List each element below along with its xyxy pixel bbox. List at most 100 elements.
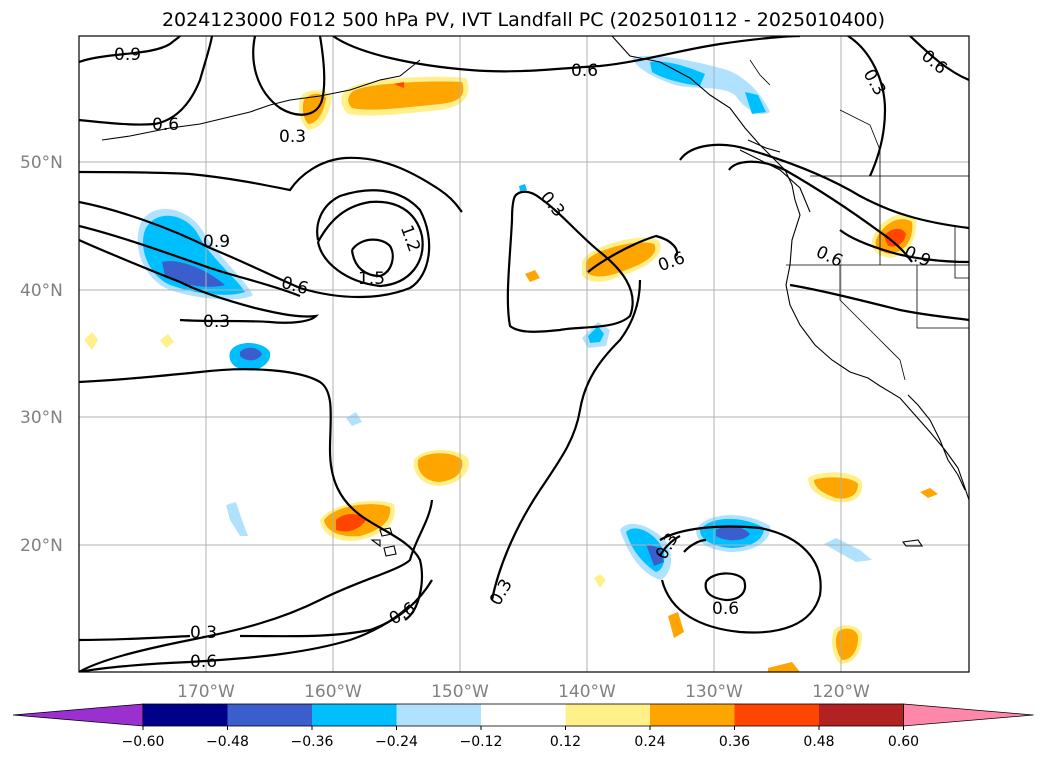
contour-06-ne: [909, 36, 969, 82]
pv-contours: [79, 36, 969, 672]
positive-anomaly-south-3: [768, 662, 800, 672]
contour-06-s: [79, 579, 433, 642]
lon-label-170w: 170°W: [177, 682, 235, 702]
colorbar-segment: [819, 704, 904, 726]
lon-label-160w: 160°W: [304, 682, 362, 702]
contour-06-se: [704, 572, 747, 602]
contour-label-03-sw: 0.3: [190, 623, 217, 643]
positive-anomaly-small-1: [84, 332, 98, 350]
lat-label-30n: 30°N: [20, 408, 63, 428]
colorbar-tick-label: −0.48: [206, 734, 249, 750]
positive-anomaly-south-2: [668, 612, 684, 638]
negative-anomaly-small-2: [346, 412, 362, 426]
colorbar-segment: [227, 704, 313, 726]
lon-label-130w: 130°W: [685, 682, 743, 702]
colorbar-segment: [650, 704, 735, 726]
contour-09-w: [79, 189, 431, 299]
positive-anomaly-center-core: [417, 453, 463, 482]
contour-03-ne: [847, 36, 887, 177]
contour-09-coast-inner: [839, 229, 969, 264]
colorbar-outline: [142, 703, 904, 727]
contour-label-03-aleut: 0.3: [279, 127, 306, 147]
contour-label-06-se: 0.6: [712, 599, 739, 619]
map-area: 0.9 0.6 0.3 0.6 0.3 0.6 0.9 1.2 1.5 0.6 …: [78, 35, 970, 673]
negative-anomaly-alaska-core: [650, 61, 705, 86]
contour-w-inner: [79, 224, 301, 298]
negative-anomaly-se-1-deep: [646, 544, 664, 566]
figure-title: 2024123000 F012 500 hPa PV, IVT Landfall…: [161, 9, 886, 31]
contour-06-coast: [728, 160, 913, 263]
lon-label-120w: 120°W: [812, 682, 870, 702]
contour-label-06-sw: 0.6: [190, 652, 217, 672]
contour-label-09-nw: 0.9: [114, 45, 141, 65]
colorbar-extend-low: [12, 703, 144, 727]
latitude-labels: 50°N 40°N 30°N 20°N: [20, 153, 63, 556]
colorbar-tick-label: 0.12: [550, 734, 581, 750]
graticule: [79, 36, 969, 672]
colorbar-tick-label: 0.60: [888, 734, 919, 750]
contour-03-mid: [506, 190, 634, 333]
colorbar-tick-label: −0.24: [375, 734, 418, 750]
contour-06-w: [79, 156, 463, 213]
colorbar-segment: [734, 704, 820, 726]
negative-anomaly-small-4-core: [588, 326, 604, 343]
negative-anomaly-small-3: [226, 502, 248, 536]
bc-coast: [739, 139, 811, 213]
lat-label-40n: 40°N: [20, 281, 63, 301]
contour-label-06-nw: 0.6: [152, 115, 179, 135]
negative-anomaly-se-3: [824, 538, 872, 562]
contour-label-09-w: 0.9: [203, 232, 230, 252]
colorbar-segment: [396, 704, 482, 726]
colorbar-tick-label: 0.24: [634, 734, 665, 750]
contour-coast-lower: [789, 283, 969, 322]
contour-06-sw: [79, 499, 434, 672]
colorbar: −0.60 −0.48 −0.36 −0.24 −0.12 0.12 0.24 0.36 0.4…: [12, 703, 1034, 750]
colorbar-extend-high: [903, 703, 1034, 727]
contour-12: [316, 200, 424, 288]
colorbar-segment: [312, 704, 397, 726]
colorbar-tick-label: −0.12: [460, 734, 503, 750]
positive-anomaly-aleut-1-deep: [394, 82, 404, 88]
contour-09-nw: [79, 36, 181, 64]
colorbar-tick-label: −0.36: [291, 734, 334, 750]
colorbar-tick-label: 0.48: [803, 734, 834, 750]
contour-06-mid: [587, 234, 679, 273]
contour-03-se: [659, 525, 822, 634]
colorbar-tick-label: −0.60: [122, 734, 165, 750]
contour-09-coast: [679, 143, 969, 230]
positive-anomaly-aleut-2-core: [302, 93, 326, 124]
colorbar-segment: [565, 704, 651, 726]
negative-anomaly-small-1-core: [240, 347, 262, 361]
positive-anomaly-aleut-1-core: [348, 81, 464, 110]
colorbar-segment: [481, 704, 566, 726]
negative-anomaly-se-2-deep: [716, 526, 750, 541]
contour-label-15: 1.5: [358, 269, 385, 289]
lat-label-50n: 50°N: [20, 153, 63, 173]
political-borders: [749, 59, 969, 381]
negative-anomaly-alaska-core-2: [745, 92, 766, 114]
longitude-labels: 170°W 160°W 150°W 140°W 130°W 120°W: [177, 682, 870, 702]
positive-anomaly-mid-core: [586, 242, 656, 277]
lon-label-150w: 150°W: [431, 682, 489, 702]
lat-label-20n: 20°N: [20, 536, 63, 556]
contour-06-nw: [79, 36, 214, 126]
contour-06-top: [332, 36, 801, 73]
positive-anomaly-hawaii-deep: [336, 514, 366, 532]
contour-03-aleut: [252, 36, 326, 116]
positive-anomaly-mid-small: [525, 270, 540, 282]
contour-label-03-w: 0.3: [203, 312, 230, 332]
positive-anomaly-small-2: [160, 334, 174, 348]
positive-anomaly-baja-core: [814, 477, 858, 499]
contour-03-se-inner: [659, 535, 707, 557]
colorbar-tick-label: 0.36: [719, 734, 750, 750]
positive-anomaly-small-4: [920, 488, 938, 498]
contour-bottom-left: [79, 604, 411, 672]
negative-anomaly-tiny: [519, 184, 527, 191]
colorbar-segment: [143, 704, 228, 726]
positive-anomaly-small-3: [594, 574, 606, 588]
contour-03-south: [490, 279, 642, 601]
contour-15: [350, 238, 394, 278]
positive-anomaly-coast-deep: [884, 228, 906, 247]
contour-label-06-top: 0.6: [571, 61, 598, 81]
